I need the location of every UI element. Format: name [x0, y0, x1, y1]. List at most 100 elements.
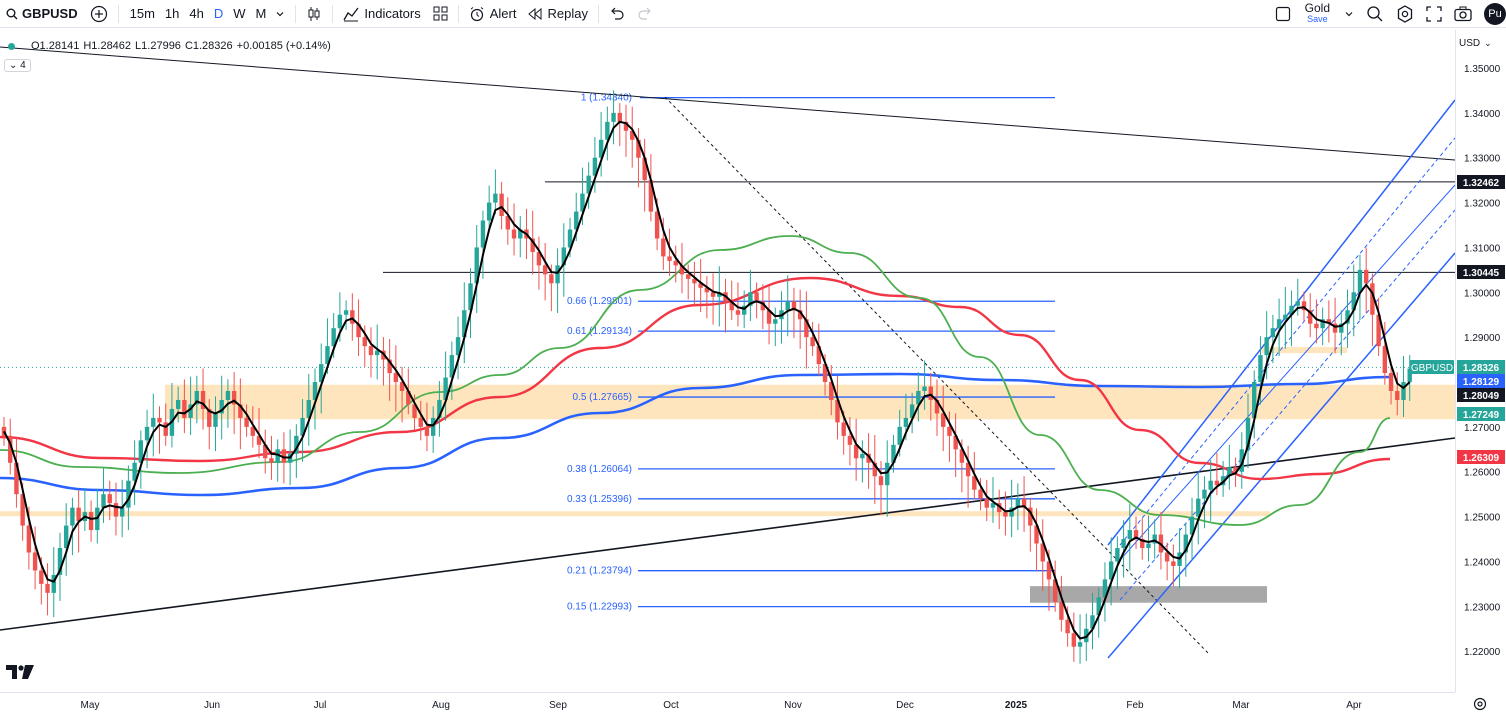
candle-body — [785, 301, 790, 311]
chevron-down-icon[interactable] — [271, 9, 289, 19]
candle-body — [623, 121, 629, 131]
candle-body — [810, 337, 815, 347]
candle-body — [978, 489, 983, 499]
candle-body — [418, 417, 423, 427]
timeframe-15m[interactable]: 15m — [129, 6, 155, 21]
candle-body — [1021, 498, 1027, 508]
price-tick-label: 1.29000 — [1464, 333, 1501, 344]
timeframe-d[interactable]: D — [213, 6, 224, 21]
settings-button[interactable] — [1390, 0, 1420, 28]
timeframe-4h[interactable]: 4h — [189, 6, 204, 21]
candle-body — [368, 346, 374, 356]
price-chart[interactable]: 1 (1.34340) 0.66 (1.29801) 0.61 (1.29134) 0… — [0, 30, 1455, 692]
replay-button[interactable]: Replay — [522, 0, 593, 28]
redo-button[interactable] — [631, 0, 659, 28]
candle-body — [182, 399, 187, 418]
candle-body — [107, 494, 112, 504]
quick-search-button[interactable] — [1360, 0, 1390, 28]
candle-body — [1388, 373, 1394, 391]
candle-body — [878, 476, 884, 486]
layout-select-button[interactable] — [1269, 0, 1297, 28]
user-menu[interactable]: Pu — [1478, 0, 1506, 28]
candle-body — [1401, 382, 1406, 400]
candle-body — [704, 287, 710, 293]
candle-body — [611, 112, 616, 122]
candle-body — [294, 435, 299, 454]
scale-settings-button[interactable] — [1473, 697, 1487, 713]
symbol-search[interactable]: GBPUSD — [0, 0, 84, 28]
layout-menu-button[interactable] — [1338, 0, 1360, 28]
candle-body — [1239, 449, 1244, 472]
undo-button[interactable] — [603, 0, 631, 28]
candle-body — [474, 247, 479, 284]
fullscreen-button[interactable] — [1420, 0, 1448, 28]
ascending-trendline — [0, 437, 1455, 631]
layout-name: Gold — [1304, 1, 1330, 15]
grey-zone — [1030, 586, 1267, 603]
candle-body — [1115, 548, 1120, 562]
candle-body — [1357, 269, 1363, 293]
candle-body — [1028, 507, 1033, 526]
candle-body — [1258, 355, 1263, 383]
candle-body — [151, 417, 156, 427]
price-scale[interactable]: 1.35000 1.34000 1.33000 1.32000 1.31000 1.300… — [1455, 30, 1506, 692]
legend-change: +0.00185 (+0.14%) — [236, 40, 331, 52]
timeframe-1h[interactable]: 1h — [164, 6, 180, 21]
candle-body — [45, 583, 50, 593]
candle-body — [399, 382, 405, 391]
alert-button[interactable]: Alert — [463, 0, 523, 28]
candle-body — [393, 373, 399, 383]
compare-button[interactable] — [84, 0, 114, 28]
candle-body — [1295, 301, 1300, 306]
currency-selector[interactable]: USD ⌄ — [1459, 38, 1492, 49]
candle-body — [406, 390, 411, 405]
candle-body — [119, 507, 125, 517]
candle-body — [928, 386, 933, 400]
channel-lower — [1107, 252, 1455, 659]
candle-body — [281, 449, 287, 463]
candle-body — [1332, 323, 1338, 333]
indicators-icon — [343, 6, 359, 22]
candle-body — [1339, 323, 1344, 333]
candle-body — [891, 444, 896, 463]
candle-body — [300, 417, 305, 436]
time-tick-label: Feb — [1126, 700, 1144, 711]
candle-body — [642, 157, 647, 181]
price-label-bg — [1457, 360, 1505, 374]
candle-body — [518, 229, 523, 239]
legend-close: C1.28326 — [184, 40, 233, 52]
candle-body — [505, 216, 511, 230]
candle-body — [70, 507, 75, 526]
candle-body — [1214, 480, 1220, 486]
candle-body — [1351, 292, 1356, 311]
divider — [457, 4, 459, 23]
candle-body — [462, 310, 467, 338]
candle-body — [555, 265, 560, 284]
candle-body — [306, 399, 311, 418]
layouts-button[interactable] — [427, 0, 454, 28]
layout-name-save[interactable]: Gold Save — [1297, 1, 1338, 25]
candle-body — [804, 319, 809, 338]
timeframe-w[interactable]: W — [233, 6, 246, 21]
time-scale[interactable]: May Jun Jul Aug Sep Oct Nov Dec 2025 Feb Mar Apr — [0, 692, 1455, 713]
indicators-button[interactable]: Indicators — [337, 0, 426, 28]
candle-body — [20, 494, 25, 526]
price-label-bg — [1457, 374, 1505, 388]
candle-body — [88, 512, 94, 531]
candle-body — [144, 426, 150, 441]
symbol-tag-bg — [1410, 360, 1454, 374]
candle-body — [207, 408, 212, 427]
chart-type-button[interactable] — [300, 0, 328, 28]
candle-body — [343, 310, 349, 315]
candle-body — [1059, 601, 1064, 620]
fib-level-label: 0.5 (1.27665) — [573, 392, 633, 403]
candle-body — [1108, 561, 1114, 580]
candle-body — [51, 574, 56, 593]
snapshot-button[interactable] — [1448, 0, 1478, 28]
candle-body — [437, 399, 442, 418]
timeframe-m[interactable]: M — [255, 6, 267, 21]
indicators-collapse-button[interactable]: ⌄ 4 — [4, 59, 31, 72]
time-tick-label: Oct — [663, 700, 679, 711]
candle-body — [1308, 310, 1313, 324]
candle-body — [598, 139, 604, 158]
